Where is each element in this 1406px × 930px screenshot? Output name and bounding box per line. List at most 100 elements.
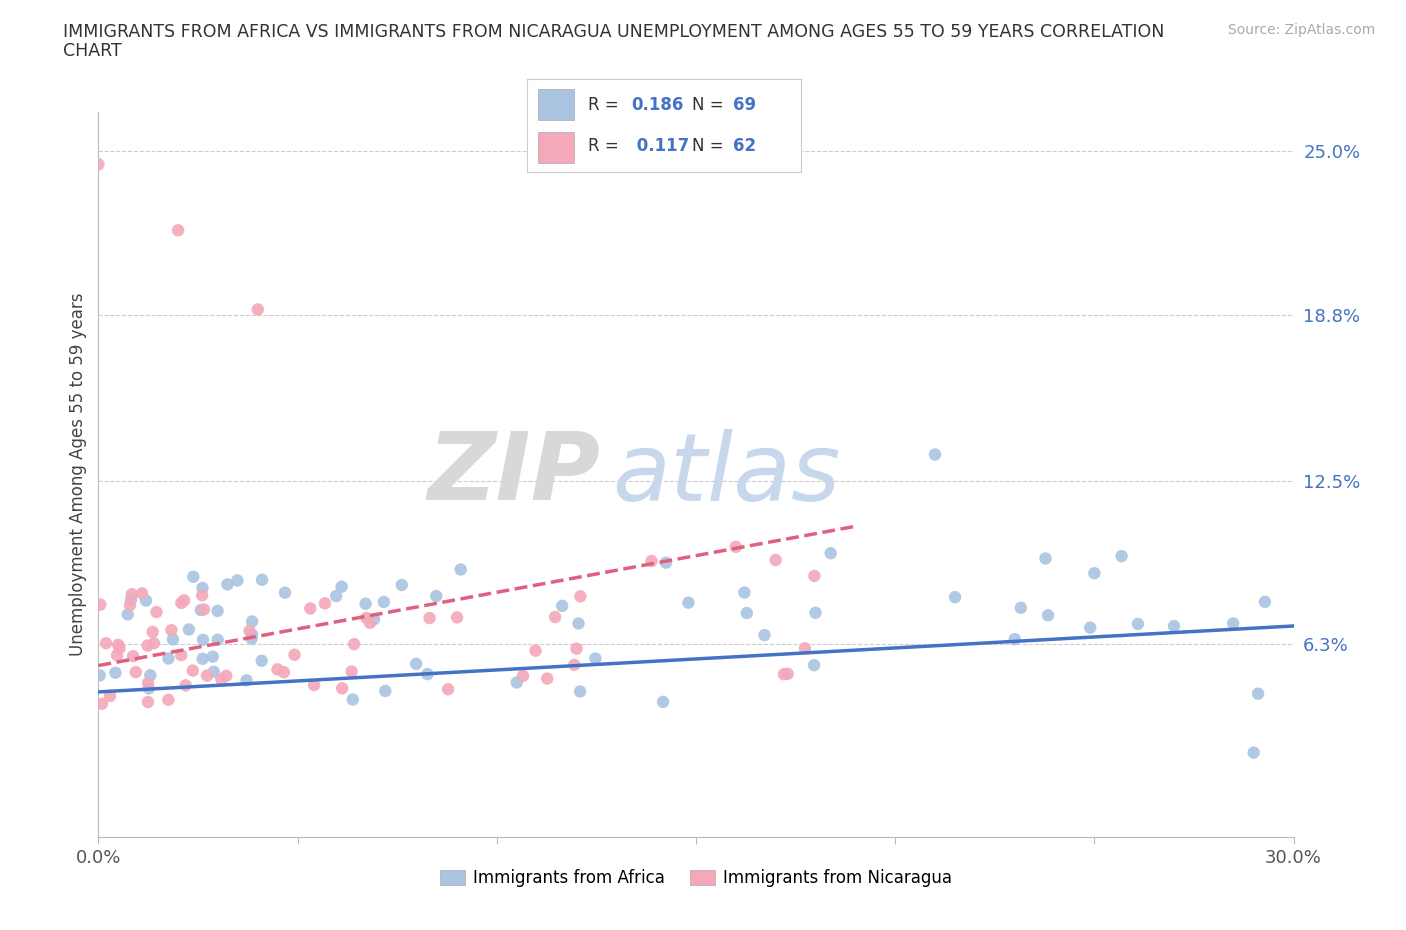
Point	[1004, 631, 1026, 646]
Point	[1222, 616, 1244, 631]
Point	[567, 616, 589, 631]
Point	[136, 695, 159, 710]
Point	[724, 539, 747, 554]
Point	[1243, 745, 1265, 760]
FancyBboxPatch shape	[538, 89, 574, 120]
Point	[804, 605, 827, 620]
Point	[170, 595, 193, 610]
Point	[201, 649, 224, 664]
Point	[181, 569, 204, 584]
Point	[266, 662, 288, 677]
Point	[1111, 549, 1133, 564]
Point	[160, 623, 183, 638]
Point	[583, 651, 606, 666]
Point	[803, 658, 825, 672]
Point	[191, 588, 214, 603]
Point	[240, 631, 263, 646]
Text: N =: N =	[692, 138, 728, 155]
Text: 0.186: 0.186	[631, 96, 683, 113]
Point	[118, 598, 141, 613]
Point	[325, 589, 347, 604]
Point	[157, 651, 180, 666]
Point	[170, 648, 193, 663]
Point	[299, 601, 322, 616]
Point	[1035, 551, 1057, 566]
Point	[1036, 608, 1059, 623]
Point	[190, 603, 212, 618]
Point	[343, 637, 366, 652]
Text: R =: R =	[588, 96, 624, 113]
Point	[569, 684, 592, 699]
Point	[191, 580, 214, 595]
Point	[776, 667, 799, 682]
Point	[359, 616, 381, 631]
Text: CHART: CHART	[63, 42, 122, 60]
Point	[215, 669, 238, 684]
Point	[373, 594, 395, 609]
Point	[105, 648, 128, 663]
Point	[419, 611, 441, 626]
Point	[226, 573, 249, 588]
Point	[565, 641, 588, 656]
Point	[363, 612, 385, 627]
Point	[1083, 565, 1105, 580]
Point	[98, 688, 121, 703]
Point	[239, 623, 262, 638]
Y-axis label: Unemployment Among Ages 55 to 59 years: Unemployment Among Ages 55 to 59 years	[69, 293, 87, 656]
Point	[330, 579, 353, 594]
Point	[193, 602, 215, 617]
Point	[733, 585, 755, 600]
Point	[104, 665, 127, 680]
Point	[302, 678, 325, 693]
Point	[121, 587, 143, 602]
Point	[195, 668, 218, 683]
Point	[1247, 686, 1270, 701]
FancyBboxPatch shape	[538, 132, 574, 163]
Point	[138, 681, 160, 696]
Point	[405, 657, 427, 671]
Point	[446, 610, 468, 625]
Point	[142, 636, 165, 651]
Point	[108, 641, 131, 656]
Text: 0.117: 0.117	[631, 138, 690, 155]
Point	[250, 572, 273, 587]
Point	[191, 651, 214, 666]
Point	[340, 664, 363, 679]
Point	[754, 628, 776, 643]
Text: R =: R =	[588, 138, 624, 155]
Point	[157, 692, 180, 707]
Point	[314, 596, 336, 611]
Point	[250, 654, 273, 669]
Point	[117, 607, 139, 622]
Point	[416, 667, 439, 682]
Point	[173, 593, 195, 608]
Point	[562, 658, 585, 672]
Point	[793, 641, 815, 656]
Point	[240, 628, 263, 643]
Point	[177, 622, 200, 637]
Point	[655, 555, 678, 570]
Point	[135, 593, 157, 608]
Point	[450, 562, 472, 577]
Point	[274, 585, 297, 600]
Point	[217, 577, 239, 591]
Point	[820, 546, 842, 561]
Point	[120, 592, 142, 607]
Point	[283, 647, 305, 662]
Point	[235, 673, 257, 688]
Point	[551, 598, 574, 613]
Point	[391, 578, 413, 592]
Point	[246, 302, 269, 317]
Point	[765, 552, 787, 567]
Point	[437, 682, 460, 697]
Point	[91, 697, 114, 711]
Text: N =: N =	[692, 96, 728, 113]
Point	[273, 665, 295, 680]
Point	[87, 157, 110, 172]
Point	[136, 675, 159, 690]
Point	[1078, 620, 1101, 635]
Point	[174, 678, 197, 693]
Point	[640, 553, 662, 568]
Point	[803, 568, 825, 583]
Point	[330, 681, 353, 696]
